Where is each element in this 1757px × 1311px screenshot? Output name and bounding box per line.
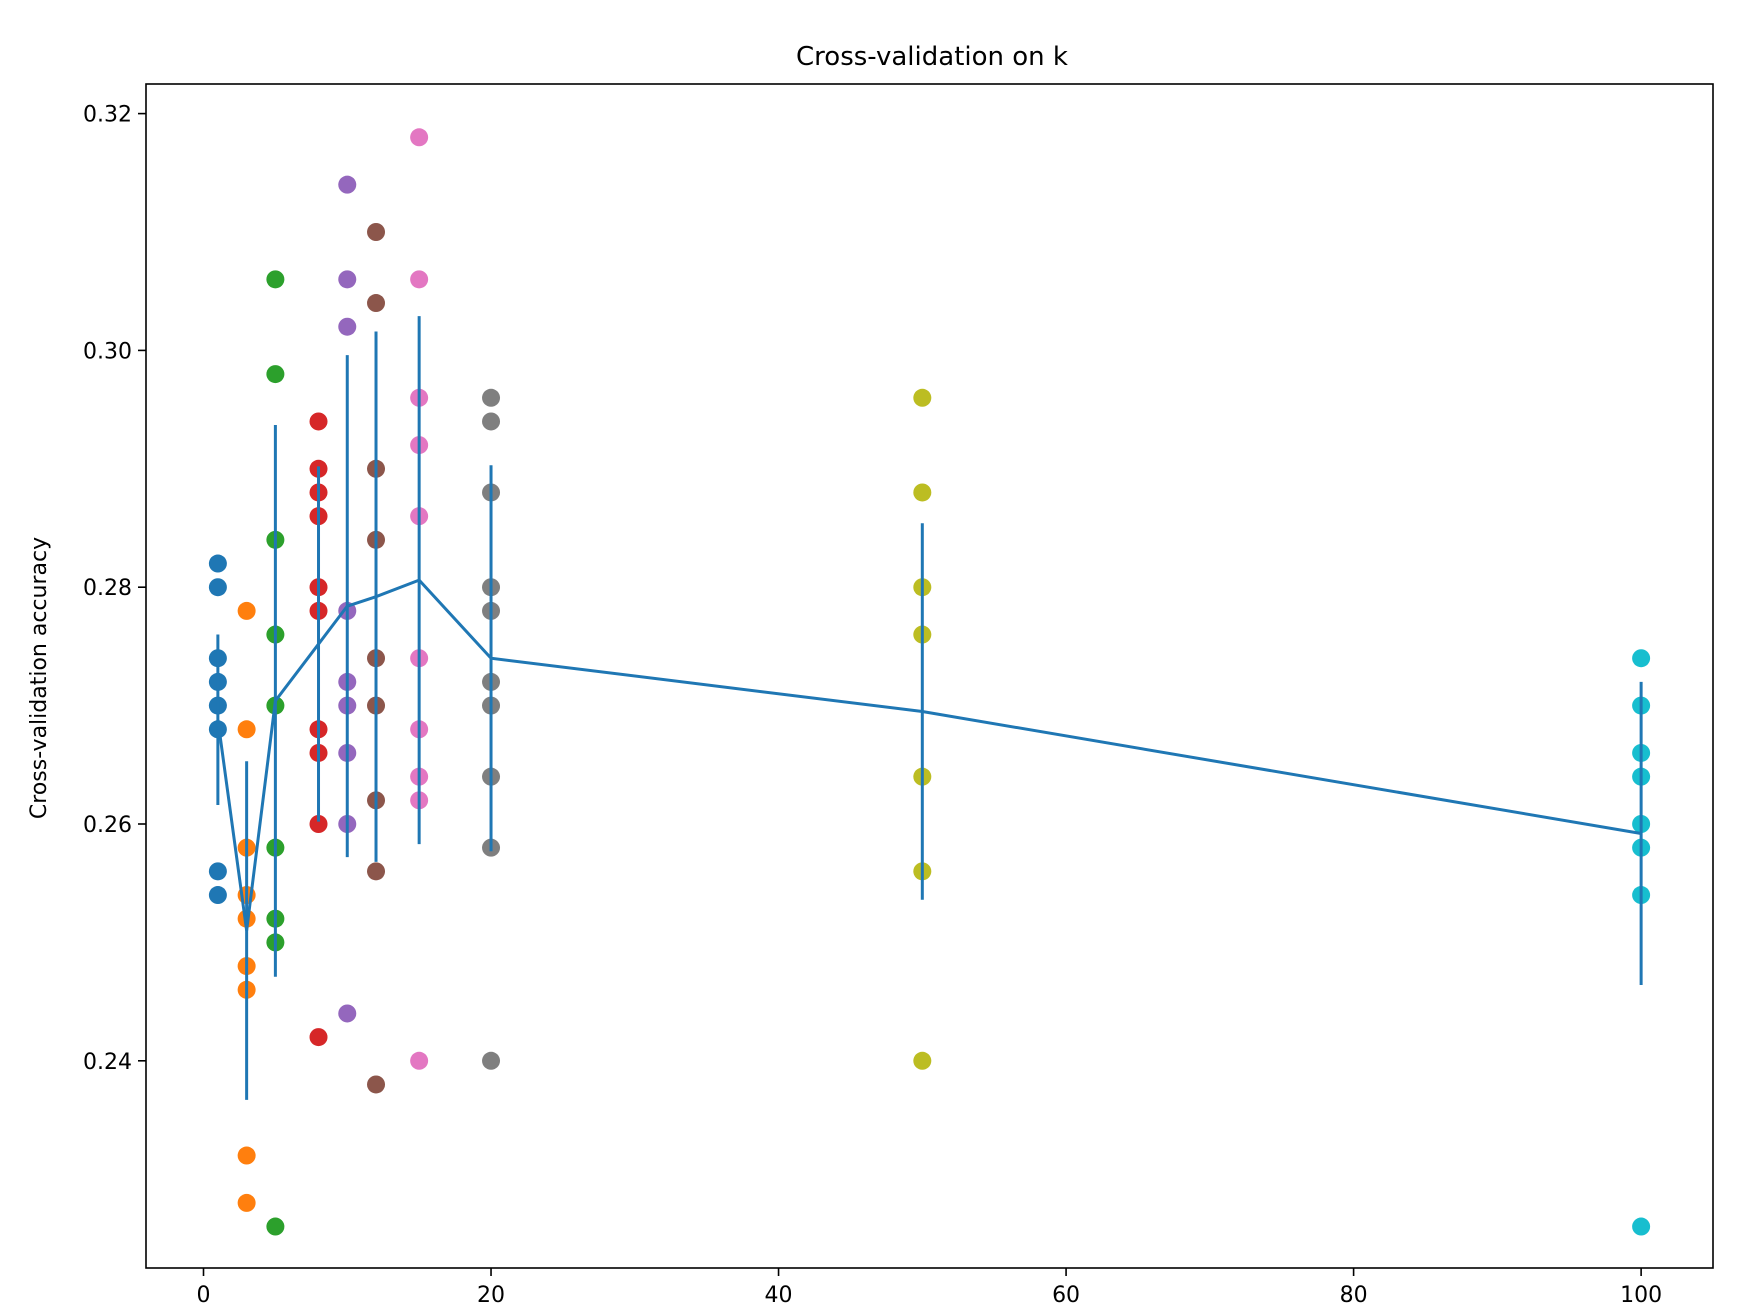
data-point-k10-2 [338,317,357,336]
data-point-k12-1 [367,294,386,313]
x-axis-ticks: 0 20 40 60 80 100 [197,1268,1662,1308]
y-tick-label-0: 0.24 [83,1050,132,1075]
plot-area-frame [145,83,1714,1269]
data-point-k1-0 [208,554,227,573]
x-tick-label-5: 100 [1620,1283,1662,1308]
data-point-k50-6 [913,1051,932,1070]
data-point-k5-0 [266,270,285,289]
data-point-k5-8 [266,1217,285,1236]
y-axis-ticks: 0.24 0.26 0.28 0.30 0.32 [83,103,146,1075]
data-point-k12-8 [367,1075,386,1094]
data-point-k8-8 [309,815,328,833]
data-point-k100-0 [1632,649,1651,668]
data-point-k10-8 [338,1004,357,1023]
chart-title: Cross-validation on k [796,42,1068,72]
data-point-k1-7 [208,886,227,905]
data-point-k100-7 [1632,1217,1651,1236]
data-point-k1-6 [208,862,227,881]
data-point-k15-9 [410,1051,429,1070]
data-point-k3-8 [237,1193,256,1212]
x-tick-label-0: 0 [197,1283,211,1308]
x-tick-label-3: 60 [1052,1283,1080,1308]
y-tick-label-3: 0.30 [83,339,132,364]
data-point-k5-1 [266,365,285,384]
x-tick-label-4: 80 [1340,1283,1368,1308]
x-tick-label-2: 40 [765,1283,793,1308]
y-tick-label-4: 0.32 [83,103,132,128]
y-tick-label-1: 0.26 [83,813,132,838]
y-tick-label-2: 0.28 [83,576,132,601]
data-point-k20-9 [482,1051,501,1070]
mean-accuracy-line [216,578,1642,931]
plot-marks [208,128,1651,1236]
data-point-k10-1 [338,270,357,289]
data-point-k12-7 [367,862,386,881]
data-point-k50-1 [913,483,932,502]
data-point-k3-7 [237,1146,256,1165]
data-point-k15-1 [410,270,429,289]
data-point-k3-0 [237,601,256,620]
data-point-k8-0 [309,412,328,431]
data-point-k1-1 [208,578,227,597]
y-axis-label: Cross-validation accuracy [27,537,52,819]
x-tick-label-1: 20 [477,1283,505,1308]
data-point-k20-1 [482,412,501,431]
data-point-k50-0 [913,388,932,407]
data-point-k10-0 [338,175,357,194]
data-point-k12-0 [367,223,386,241]
data-point-k8-9 [309,1028,328,1047]
data-point-k3-1 [237,720,256,739]
data-point-k15-0 [410,128,429,147]
errorbar-series [216,316,1643,1100]
data-point-k20-0 [482,388,501,407]
